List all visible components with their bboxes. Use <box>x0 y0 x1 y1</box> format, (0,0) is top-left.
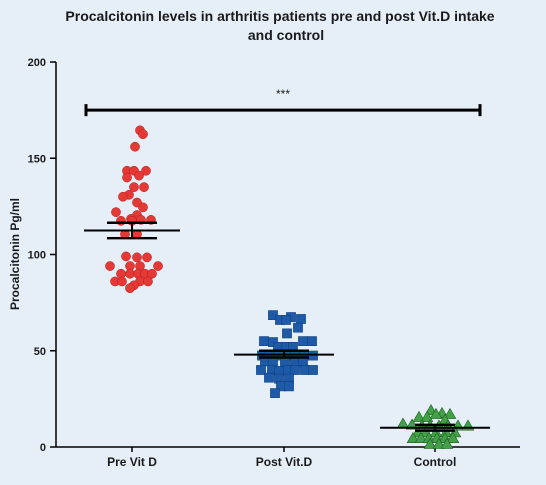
axes-group: 0 50 100 150 200 Pre Vit D Post Vit.D Control <box>28 57 520 469</box>
y-tick-label: 200 <box>28 57 46 69</box>
data-point-post-vit-d <box>290 365 300 375</box>
data-point-post-vit-d <box>264 372 274 383</box>
x-tick-label: Control <box>414 455 457 469</box>
data-point-pre-vit-d <box>118 191 128 202</box>
data-points-group <box>105 125 475 449</box>
data-point-pre-vit-d <box>129 182 139 192</box>
data-point-pre-vit-d <box>125 283 135 294</box>
data-point-control <box>440 437 454 449</box>
data-point-control <box>432 437 446 449</box>
data-point-control <box>443 407 457 419</box>
data-point-control <box>412 410 426 422</box>
data-point-control <box>405 418 419 430</box>
data-point-pre-vit-d <box>138 202 148 213</box>
significance-label: *** <box>276 87 290 101</box>
data-point-pre-vit-d <box>143 276 153 287</box>
data-point-pre-vit-d <box>105 261 115 271</box>
data-point-post-vit-d <box>284 381 294 392</box>
data-point-pre-vit-d <box>111 207 121 217</box>
data-point-pre-vit-d <box>122 172 132 183</box>
y-tick-label: 50 <box>34 346 46 358</box>
data-point-post-vit-d <box>307 336 317 346</box>
data-point-control <box>423 437 437 449</box>
y-tick-label: 0 <box>40 442 46 454</box>
y-tick-label: 100 <box>28 250 46 262</box>
data-point-post-vit-d <box>293 322 303 333</box>
data-point-pre-vit-d <box>130 141 140 152</box>
significance-group: *** <box>84 87 482 117</box>
data-point-post-vit-d <box>298 336 308 346</box>
data-point-pre-vit-d <box>132 252 142 263</box>
data-point-pre-vit-d <box>117 276 127 287</box>
data-point-control <box>420 410 434 422</box>
chart-title-line-1: Procalcitonin levels in arthritis patien… <box>65 8 494 24</box>
data-point-pre-vit-d <box>121 251 131 262</box>
data-point-pre-vit-d <box>141 165 151 176</box>
data-point-control <box>406 431 420 443</box>
data-point-pre-vit-d <box>138 129 148 140</box>
x-tick-label: Pre Vit D <box>107 455 157 469</box>
data-point-control <box>414 431 428 443</box>
chart-title-line-2: and control <box>248 27 324 43</box>
data-point-post-vit-d <box>308 365 318 375</box>
y-axis-label: Procalcitonin Pg/ml <box>8 198 22 310</box>
y-tick-label: 150 <box>28 153 46 165</box>
data-point-pre-vit-d <box>147 268 157 279</box>
x-tick-label: Post Vit.D <box>256 455 313 469</box>
data-point-pre-vit-d <box>116 215 126 226</box>
data-point-pre-vit-d <box>153 261 163 271</box>
data-point-pre-vit-d <box>142 252 152 263</box>
mean-sem-group <box>84 221 490 432</box>
data-point-control <box>429 407 443 419</box>
data-point-post-vit-d <box>282 328 292 339</box>
data-point-post-vit-d <box>281 315 291 325</box>
data-point-post-vit-d <box>270 388 280 398</box>
data-point-pre-vit-d <box>134 170 144 181</box>
data-point-post-vit-d <box>259 336 269 346</box>
data-point-post-vit-d <box>256 365 266 375</box>
data-point-control <box>446 431 460 443</box>
data-point-control <box>396 417 410 429</box>
data-point-pre-vit-d <box>139 182 149 192</box>
data-point-post-vit-d <box>296 314 306 324</box>
